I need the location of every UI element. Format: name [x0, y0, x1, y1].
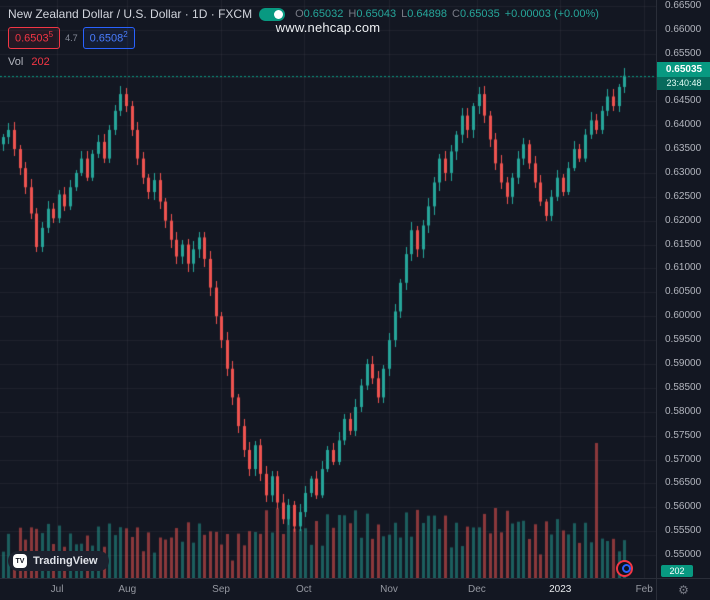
time-axis-label: Aug: [118, 584, 137, 595]
close-value: 0.65035: [459, 8, 500, 20]
volume-axis-badge: 202: [661, 565, 693, 577]
time-axis-label: Oct: [295, 584, 312, 595]
tradingview-logo-text: TradingView: [33, 555, 98, 567]
time-axis-label: Feb: [635, 584, 653, 595]
legend-row-trade: 0.65035 4.7 0.65082: [8, 27, 599, 49]
current-price-label: 0.65035 23:40:48: [657, 61, 710, 90]
broker-logo-inner-icon: [622, 564, 631, 573]
price-axis[interactable]: 0.65035 23:40:48 202 0.66500 0.66000 0.655…: [656, 0, 710, 578]
price-axis-label: 0.66000: [665, 23, 702, 35]
time-axis-label: 2023: [549, 584, 572, 595]
price-axis-label: 0.63500: [665, 143, 702, 155]
price-axis-label: 0.62000: [665, 214, 702, 226]
buy-price-sup: 2: [123, 30, 128, 39]
volume-value: 202: [31, 55, 50, 68]
price-axis-label: 0.56500: [665, 477, 702, 489]
bar-countdown: 23:40:48: [657, 76, 710, 90]
price-axis-label: 0.63000: [665, 166, 702, 178]
time-axis-label: Nov: [380, 584, 398, 595]
volume-label: Vol: [8, 55, 24, 68]
sell-button[interactable]: 0.65035: [8, 27, 61, 49]
tradingview-logo[interactable]: TV TradingView: [8, 551, 109, 571]
price-axis-label: 0.59500: [665, 334, 702, 346]
price-axis-label: 0.60500: [665, 286, 702, 298]
price-chart-canvas[interactable]: [0, 0, 656, 578]
chart-legend: New Zealand Dollar / U.S. Dollar · 1D · …: [8, 7, 599, 68]
low-value: 0.64898: [407, 8, 447, 20]
price-axis-label: 0.66500: [665, 0, 702, 11]
price-axis-label: 0.60000: [665, 310, 702, 322]
broker-logo-icon[interactable]: [616, 560, 633, 577]
price-axis-label: 0.56000: [665, 501, 702, 513]
price-axis-label: 0.58000: [665, 405, 702, 417]
price-axis-label: 0.58500: [665, 381, 702, 393]
legend-row-symbol: New Zealand Dollar / U.S. Dollar · 1D · …: [8, 7, 599, 21]
high-value: 0.65043: [356, 8, 397, 20]
price-axis-label: 0.61000: [665, 262, 702, 274]
price-axis-label: 0.55500: [665, 525, 702, 537]
close-label: C: [452, 8, 460, 20]
price-axis-label: 0.55000: [665, 549, 702, 561]
price-axis-label: 0.61500: [665, 238, 702, 250]
price-axis-label: 0.65500: [665, 47, 702, 59]
ohlc-readout: O0.65032 H0.65043 L0.64898 C0.65035 +0.0…: [295, 8, 599, 20]
price-axis-label: 0.57000: [665, 453, 702, 465]
high-label: H: [348, 8, 357, 20]
sell-price: 0.6503: [15, 32, 49, 45]
low-label: L: [401, 8, 408, 20]
watermark-text: www.nehcap.com: [275, 20, 381, 35]
price-axis-label: 0.62500: [665, 190, 702, 202]
gear-icon[interactable]: ⚙: [678, 582, 689, 597]
time-axis-label: Dec: [468, 584, 486, 595]
open-value: 0.65032: [303, 8, 344, 20]
axis-settings-corner[interactable]: ⚙: [656, 578, 710, 600]
sell-price-sup: 5: [48, 30, 54, 39]
legend-row-volume: Vol 202: [8, 56, 599, 68]
current-price-value: 0.65035: [657, 61, 710, 77]
change-value: +0.00003 (+0.00%): [504, 8, 599, 20]
buy-button[interactable]: 0.65082: [82, 27, 135, 49]
time-axis[interactable]: Jul Aug Sep Oct Nov Dec 2023 Feb: [0, 578, 656, 600]
open-label: O: [295, 8, 304, 20]
price-axis-label: 0.64000: [665, 119, 702, 131]
visibility-toggle[interactable]: [259, 7, 286, 21]
time-axis-label: Sep: [212, 584, 230, 595]
toggle-knob-icon: [274, 9, 284, 19]
price-axis-label: 0.64500: [665, 95, 702, 107]
price-axis-label: 0.59000: [665, 357, 702, 369]
tradingview-logo-icon: TV: [13, 554, 27, 568]
price-axis-label: 0.57500: [665, 429, 702, 441]
symbol-title[interactable]: New Zealand Dollar / U.S. Dollar · 1D · …: [8, 7, 253, 21]
spread-value: 4.7: [65, 32, 78, 43]
time-axis-label: Jul: [50, 584, 64, 595]
buy-price: 0.6508: [89, 32, 124, 45]
